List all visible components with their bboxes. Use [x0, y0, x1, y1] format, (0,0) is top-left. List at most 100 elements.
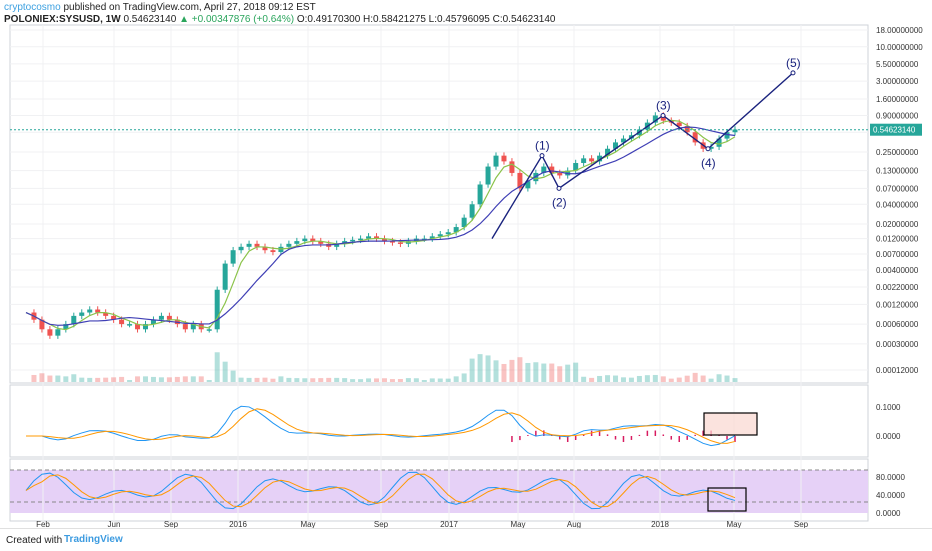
volume-bar [397, 379, 403, 382]
x-tick-label: Aug [567, 520, 581, 528]
y-tick-label: 0.00700000 [876, 250, 919, 259]
volume-bar [246, 377, 252, 382]
volume-bar [708, 378, 714, 382]
candle [549, 166, 555, 173]
y-tick-label: 0.01200000 [876, 235, 919, 244]
macd-highlight-box [703, 412, 758, 436]
stoch-highlight-box [707, 487, 747, 512]
stoch-d-line [25, 473, 736, 508]
volume-bar [636, 375, 642, 382]
candle [47, 329, 53, 336]
volume-bar [182, 376, 188, 382]
candle [238, 246, 244, 251]
ohlc-line: POLONIEX:SYSUSD, 1W 0.54623140 ▲ +0.0034… [4, 14, 555, 26]
candle [660, 115, 666, 121]
candle [684, 126, 690, 133]
candle [374, 236, 380, 239]
volume-bar [135, 376, 141, 382]
last-value: 0.54623140 [123, 14, 177, 25]
y-tick-label: 0.13000000 [876, 167, 919, 176]
volume-bar [692, 372, 698, 382]
wave-point [660, 112, 666, 118]
candle [509, 161, 515, 173]
volume-bar [206, 380, 212, 382]
volume-bar [286, 377, 292, 382]
stoch-band [10, 470, 868, 513]
volume-bar [39, 373, 45, 382]
tradingview-logo[interactable]: TradingView [64, 534, 123, 545]
volume-bar [119, 376, 125, 382]
volume-bar [445, 378, 451, 382]
candle [589, 158, 595, 162]
volume-bar [55, 375, 61, 382]
volume-bar [278, 376, 284, 382]
stoch-tick-label: 0.0000 [876, 509, 901, 518]
volume-bar [31, 374, 37, 382]
y-tick-label: 0.00400000 [876, 266, 919, 275]
volume-bar [254, 377, 260, 382]
candle [350, 239, 356, 242]
volume-bar [684, 375, 690, 382]
candle [724, 132, 730, 139]
volume-bar [660, 376, 666, 382]
macd-tick-label: 0.0000 [876, 432, 901, 441]
volume-bar [413, 378, 419, 382]
volume-bar [302, 378, 308, 382]
candle [39, 319, 45, 330]
volume-bar [405, 378, 411, 382]
volume-bar [676, 377, 682, 382]
candle [286, 243, 292, 247]
wave-label: (5) [786, 56, 801, 70]
wave-label: (2) [552, 195, 567, 209]
chart-canvas[interactable]: (1) (2) (3) (4) (5) 18.00000000 10.00000000 5.… [0, 0, 932, 528]
volume-bar [700, 375, 706, 382]
y-tick-label: 18.00000000 [876, 26, 923, 35]
wave-label: (1) [535, 139, 550, 153]
symbol-label: POLONIEX:SYSUSD, 1W [4, 14, 121, 25]
candle [485, 166, 491, 185]
volume-bar [374, 378, 380, 382]
candle [95, 309, 101, 313]
candle [397, 242, 403, 244]
candles [31, 112, 738, 339]
volume-bar [461, 373, 467, 382]
candle [477, 184, 483, 205]
candle [716, 138, 722, 147]
volume-bar [493, 360, 499, 382]
volume-bar [71, 374, 77, 382]
wave-line [491, 72, 794, 239]
volume-bar [509, 359, 515, 382]
candle [605, 148, 611, 156]
volume-bar [334, 377, 340, 382]
volume-bar [589, 377, 595, 382]
y-tick-label: 10.00000000 [876, 43, 923, 52]
candle [135, 324, 141, 330]
volume-bar [310, 378, 316, 382]
candle [557, 172, 563, 176]
volume-bar [318, 378, 324, 382]
y-tick-label: 0.00220000 [876, 283, 919, 292]
volume-bar [142, 376, 148, 382]
volume-bar [238, 377, 244, 382]
stoch-tick-label: 80.0000 [876, 473, 905, 482]
candle [222, 263, 228, 290]
candle [150, 319, 156, 325]
candle [63, 324, 69, 330]
wave-point [790, 70, 796, 76]
candle [461, 217, 467, 228]
volume-bar [613, 375, 619, 382]
y-tick-label: 1.60000000 [876, 95, 919, 104]
volume-bar [326, 377, 332, 382]
candle [389, 241, 395, 243]
wave-point [539, 153, 545, 159]
volume-bar [150, 376, 156, 382]
stoch-tick-label: 40.0000 [876, 491, 905, 500]
x-tick-label: May [726, 520, 741, 528]
author-link[interactable]: cryptocosmo [4, 2, 61, 13]
x-tick-label: 2016 [229, 520, 247, 528]
candle [182, 324, 188, 330]
volume-bar [222, 361, 228, 382]
volume-bar [87, 377, 93, 382]
volume-bar [501, 363, 507, 382]
candle [708, 146, 714, 149]
